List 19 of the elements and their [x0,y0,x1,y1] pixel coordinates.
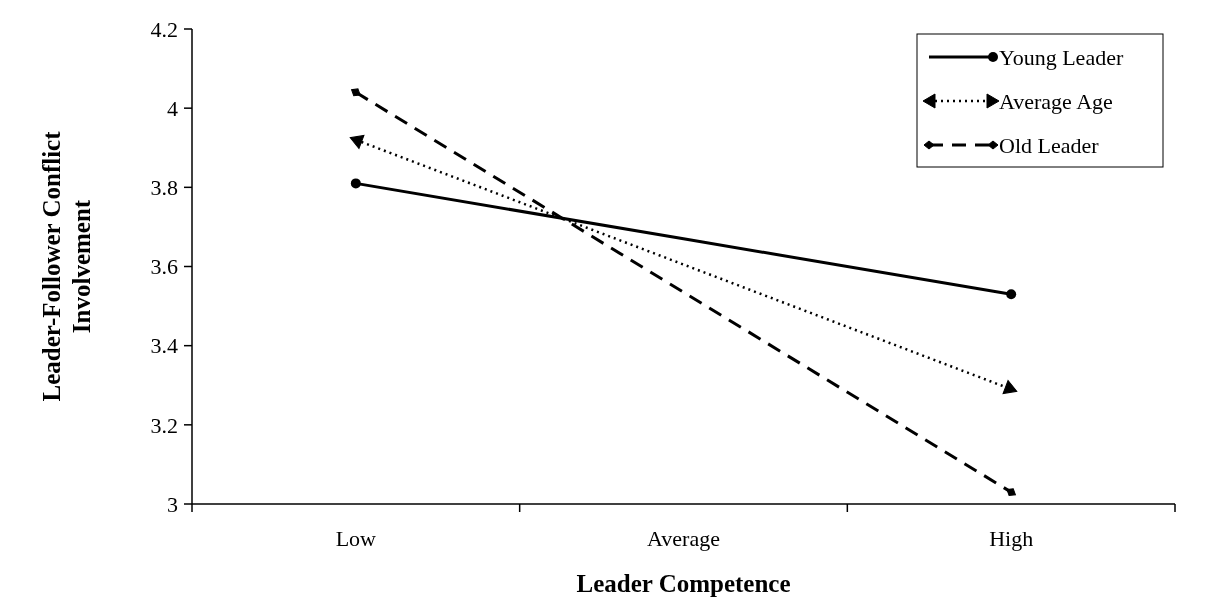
point [1006,289,1017,300]
legend-label: Young Leader [999,44,1124,70]
y-tick-label: 3.4 [150,333,178,359]
legend-label: Old Leader [999,132,1100,158]
y-tick-label: 3.2 [150,412,178,438]
x-tick-label: High [989,526,1034,551]
y-axis-title: Leader-Follower Conflict Involvement [38,130,95,402]
legend-label: Average Age [999,88,1113,114]
x-tick-label: Average [647,526,720,551]
x-axis-title: Leader Competence [576,570,791,597]
point [1006,488,1016,497]
y-tick-label: 3 [167,491,178,517]
point [351,88,361,97]
point [350,178,361,189]
y-tick-label: 3.6 [150,254,178,280]
y-tick-label: 4 [167,95,178,121]
y-tick-label: 4.2 [150,16,178,42]
x-tick-label: Low [335,526,377,551]
y-tick-label: 3.8 [150,175,178,201]
